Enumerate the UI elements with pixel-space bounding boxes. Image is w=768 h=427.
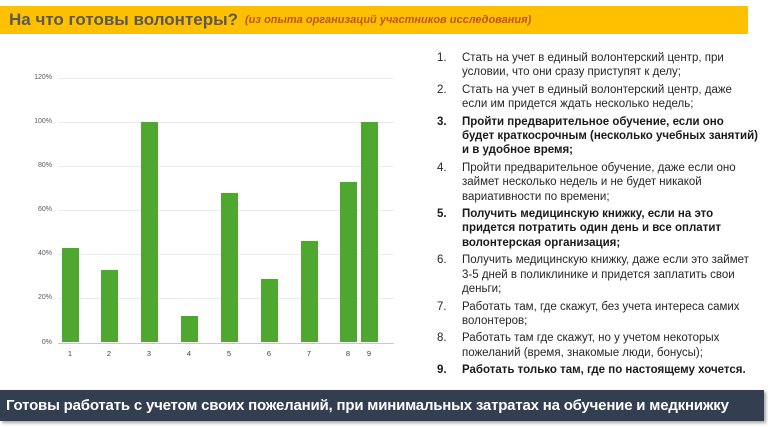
list-item: 6. Получить медицинскую книжку, даже если… bbox=[437, 253, 759, 296]
gridline bbox=[58, 78, 394, 79]
list-item-number: 6. bbox=[437, 254, 447, 267]
list-item-text: Стать на учет в единый волонтерский цент… bbox=[462, 83, 732, 111]
list-item-number: 1. bbox=[437, 52, 447, 64]
bar-category-5 bbox=[220, 192, 238, 343]
list-item-text: Стать на учет в единый волонтерский цент… bbox=[462, 52, 724, 79]
list-item-text: Работать там где скажут, но у учетом нек… bbox=[462, 332, 720, 359]
list-item: 2. Стать на учет в единый волонтерский це… bbox=[437, 83, 759, 112]
list-item-number: 4. bbox=[437, 161, 447, 174]
list-item: 1. Стать на учет в единый волонтерский це… bbox=[437, 51, 759, 80]
x-tick-label: 6 bbox=[266, 348, 272, 358]
y-tick-label: 20% bbox=[37, 294, 52, 302]
bar-category-9 bbox=[360, 122, 378, 343]
gridline bbox=[58, 166, 394, 168]
x-tick-label: 3 bbox=[146, 348, 152, 358]
list-item-text: Работать только там, где по настоящему х… bbox=[462, 364, 746, 377]
x-tick-label: 2 bbox=[106, 348, 112, 358]
list-item-number: 2. bbox=[437, 83, 447, 96]
bar-category-7 bbox=[300, 241, 318, 343]
list-item-number: 9. bbox=[437, 364, 447, 377]
list-item-text: Работать там, где скажут, без учета инте… bbox=[462, 300, 740, 327]
y-tick-label: 100% bbox=[34, 118, 52, 126]
footer-text: Готовы работать с учетом своих пожеланий… bbox=[6, 397, 729, 414]
footer-bar: Готовы работать с учетом своих пожеланий… bbox=[0, 390, 764, 421]
list-item-number: 8. bbox=[437, 332, 447, 345]
y-tick-label: 120% bbox=[34, 74, 52, 81]
page-subtitle: (из опыта организаций участников исследо… bbox=[245, 14, 532, 26]
bar-chart: 0% 20% 40% 60% 80% 100% 120% 1 2 3 4 5 6 7 8 9 bbox=[0, 48, 425, 378]
y-tick-label: 40% bbox=[37, 250, 52, 258]
y-tick-label: 60% bbox=[37, 206, 52, 214]
x-tick-label: 8 bbox=[345, 348, 351, 358]
x-axis-line bbox=[58, 342, 394, 344]
gridline bbox=[58, 122, 394, 124]
x-tick-label: 5 bbox=[226, 348, 232, 358]
list-item: 8. Работать там где скажут, но у учетом н… bbox=[437, 331, 759, 360]
bar-category-3 bbox=[140, 122, 158, 343]
list-item: 9. Работать только там, где по настоящему… bbox=[437, 363, 759, 377]
bar-category-4 bbox=[180, 316, 198, 343]
list-item: 5. Получить медицинскую книжку, если на э… bbox=[437, 207, 759, 250]
list-item: 3. Пройти предварительное обучение, если … bbox=[437, 115, 759, 158]
list-item: 4. Пройти предварительное обучение, даже … bbox=[437, 161, 759, 204]
list-item-text: Получить медицинскую книжку, даже если э… bbox=[462, 254, 749, 296]
header-bar: На что готовы волонтеры? (из опыта орган… bbox=[0, 6, 748, 34]
list-item-number: 5. bbox=[437, 208, 447, 221]
readiness-list: 1. Стать на учет в единый волонтерский це… bbox=[437, 51, 759, 381]
bar-category-6 bbox=[260, 278, 278, 343]
bar-category-8 bbox=[339, 181, 357, 343]
y-tick-label: 0% bbox=[41, 338, 52, 346]
x-tick-label: 9 bbox=[366, 348, 372, 358]
x-tick-label: 7 bbox=[306, 348, 312, 358]
bar-category-2 bbox=[100, 269, 118, 343]
list-item-number: 7. bbox=[437, 300, 447, 313]
page-title: На что готовы волонтеры? bbox=[9, 10, 239, 29]
list-item-text: Пройти предварительное обучение, даже ес… bbox=[462, 161, 736, 203]
list-item-text: Пройти предварительное обучение, если он… bbox=[462, 115, 758, 157]
x-tick-label: 4 bbox=[186, 348, 192, 358]
list-item: 7. Работать там, где скажут, без учета ин… bbox=[437, 300, 759, 329]
list-item-number: 3. bbox=[437, 115, 447, 128]
x-tick-label: 1 bbox=[67, 348, 73, 358]
y-tick-label: 80% bbox=[37, 162, 52, 170]
bar-category-1 bbox=[61, 247, 79, 343]
list-item-text: Получить медицинскую книжку, если на это… bbox=[462, 208, 722, 249]
